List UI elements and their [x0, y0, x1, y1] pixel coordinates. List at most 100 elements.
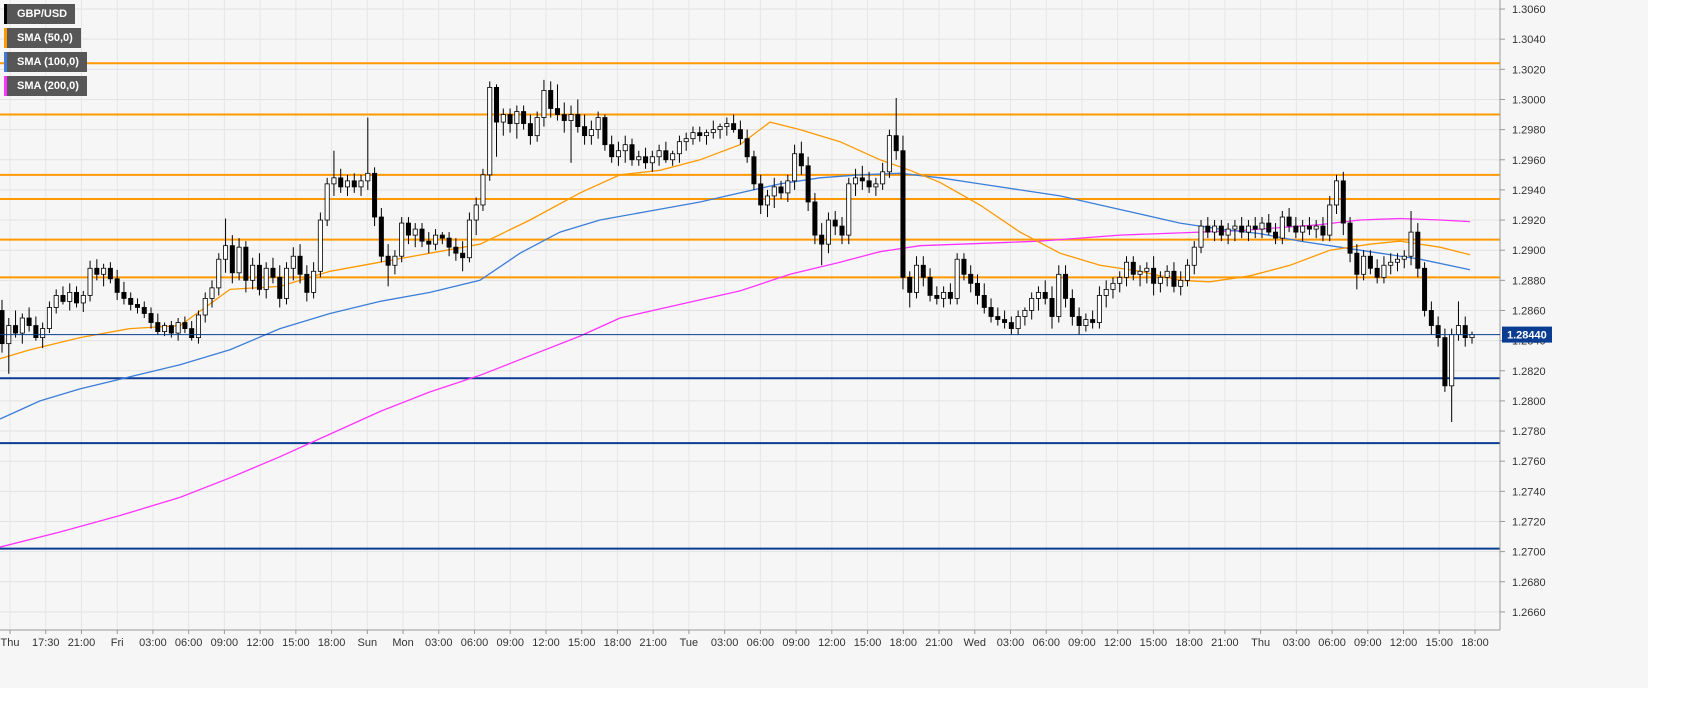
candle — [866, 171, 872, 193]
candle-body-bullish — [1083, 319, 1089, 326]
candle — [764, 189, 770, 218]
candle — [1130, 256, 1136, 281]
candle-body-bearish — [1273, 231, 1279, 239]
candle — [1042, 280, 1048, 305]
x-tick-label: 09:00 — [1354, 637, 1382, 649]
candle-body-bullish — [1191, 246, 1197, 266]
candle — [595, 111, 601, 139]
candle — [1212, 220, 1218, 242]
candle — [731, 114, 737, 133]
legend-sma-50[interactable]: SMA (50,0) — [4, 28, 81, 48]
candle-body-bullish — [825, 219, 831, 245]
candle-body-bearish — [148, 313, 154, 323]
candle — [216, 253, 222, 296]
candle — [250, 257, 256, 290]
candle-body-bearish — [643, 156, 649, 164]
current-price-label: 1.28440 — [1507, 330, 1547, 342]
candle-body-bearish — [426, 240, 432, 245]
candle — [439, 232, 445, 245]
candle-body-bearish — [1422, 267, 1428, 311]
candle — [1381, 256, 1387, 284]
candle-body-bullish — [1232, 225, 1238, 230]
candle — [934, 286, 940, 305]
candle — [1137, 265, 1143, 287]
candle-body-bearish — [256, 264, 262, 290]
candle — [338, 168, 344, 193]
candle-body-bullish — [223, 245, 229, 260]
candle — [798, 141, 804, 175]
candle — [128, 292, 134, 311]
candle-body-bearish — [900, 150, 906, 278]
candle — [900, 135, 906, 290]
candle-body-bullish — [1300, 225, 1306, 233]
candle-body-bearish — [839, 225, 845, 236]
legend-sma-100[interactable]: SMA (100,0) — [4, 52, 87, 72]
candle-body-bullish — [914, 264, 920, 293]
candle-body-bearish — [107, 267, 113, 280]
y-tick-label: 1.2800 — [1512, 396, 1546, 408]
candle — [311, 262, 317, 299]
candle — [87, 260, 93, 302]
candle-body-bullish — [101, 267, 107, 275]
candle — [1462, 316, 1468, 347]
candle — [67, 283, 73, 311]
y-tick-label: 1.3020 — [1512, 64, 1546, 76]
candle — [1191, 241, 1197, 275]
candle-body-bullish — [175, 322, 181, 334]
candle-body-bullish — [1225, 228, 1231, 236]
candle — [202, 292, 208, 323]
candle — [433, 229, 439, 251]
candle-body-bullish — [473, 204, 479, 221]
candle — [243, 241, 249, 293]
candle — [697, 126, 703, 142]
candle — [1422, 262, 1428, 317]
y-tick-label: 1.2780 — [1512, 426, 1546, 438]
candle-body-bullish — [785, 180, 791, 194]
candle — [33, 316, 39, 341]
candle — [290, 247, 296, 281]
candle-body-bearish — [575, 114, 581, 128]
y-tick-label: 1.2920 — [1512, 215, 1546, 227]
candle — [189, 321, 195, 341]
candle-body-bearish — [453, 246, 459, 254]
candle-body-bearish — [351, 180, 357, 188]
candle — [886, 129, 892, 178]
candle-body-bearish — [1151, 267, 1157, 284]
y-tick-label: 1.2900 — [1512, 245, 1546, 257]
candle-body-bearish — [378, 216, 384, 257]
legend-gbpusd[interactable]: GBP/USD — [4, 4, 76, 24]
candle — [1151, 256, 1157, 296]
legend-label: SMA (50,0) — [17, 32, 73, 44]
candle — [229, 235, 235, 284]
candle — [880, 162, 886, 190]
y-tick-label: 1.2760 — [1512, 456, 1546, 468]
x-tick-label: 15:00 — [854, 637, 882, 649]
candle — [1252, 217, 1258, 239]
x-tick-label: 21:00 — [925, 637, 953, 649]
candle — [920, 256, 926, 287]
candle — [643, 147, 649, 169]
candle-body-bullish — [365, 172, 371, 182]
candle — [1347, 217, 1353, 263]
candle — [453, 238, 459, 261]
candle — [507, 108, 513, 133]
candle-body-bullish — [1103, 288, 1109, 296]
candle — [907, 271, 913, 308]
candle — [500, 108, 506, 136]
candle — [737, 120, 743, 145]
candle — [1245, 220, 1251, 242]
candle-body-bearish — [744, 138, 750, 158]
candle — [26, 307, 32, 332]
candle-body-bearish — [812, 201, 818, 236]
candle — [1178, 271, 1184, 296]
x-tick-label: Wed — [964, 637, 986, 649]
candle-body-bullish — [690, 132, 696, 140]
candle-body-bullish — [67, 291, 73, 302]
legend-sma-200[interactable]: SMA (200,0) — [4, 76, 87, 96]
candle-body-bearish — [697, 132, 703, 137]
candle-body-bearish — [1347, 222, 1353, 254]
candle — [331, 150, 337, 196]
candle-body-bullish — [392, 255, 398, 266]
